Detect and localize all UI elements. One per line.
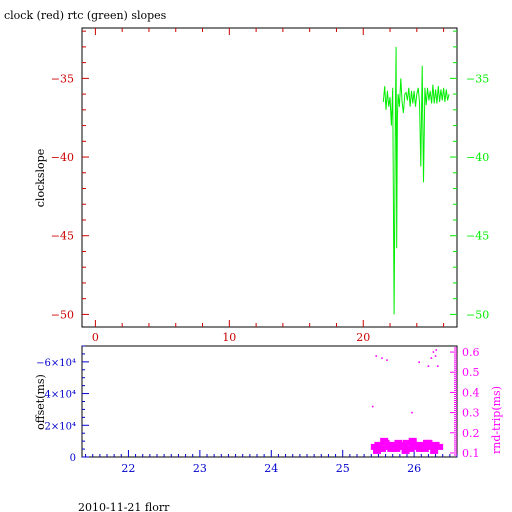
rnd-trip-point <box>378 445 386 452</box>
bottom-y-tick-label: 2×10⁴ <box>45 421 76 432</box>
rnd-trip-point <box>435 349 438 351</box>
bottom-series-group <box>370 349 444 454</box>
rnd-trip-point <box>380 437 389 444</box>
rnd-trip-point <box>403 439 411 446</box>
bottom-y2-axis-label: rnd-trip(ms) <box>490 386 503 454</box>
bottom-x-tick-label: 26 <box>407 462 421 475</box>
rnd-trip-point <box>373 447 381 454</box>
top-y2-tick-label: −50 <box>466 308 489 321</box>
bottom-y2-tick-label: 0.4 <box>462 386 480 399</box>
rnd-trip-point <box>411 411 413 414</box>
top-series-group <box>382 46 450 315</box>
top-x-tick-label: 20 <box>356 331 370 344</box>
top-axis-ticks: 0 10 20 −35 −35 −40 −40 −45 −45 −50 −50 <box>51 28 489 344</box>
rnd-trip-point <box>430 447 439 454</box>
rnd-trip-point <box>399 443 408 450</box>
top-plot-frame <box>81 27 458 328</box>
rnd-trip-point <box>388 441 397 448</box>
bottom-y-tick-label: 0 <box>70 453 76 464</box>
rnd-trip-point <box>434 355 437 357</box>
top-y2-tick-label: −35 <box>466 72 489 85</box>
rnd-trip-point <box>394 439 403 446</box>
top-y2-tick-label: −40 <box>466 151 489 164</box>
top-y-tick-label: −45 <box>51 230 74 243</box>
chart-title: clock (red) rtc (green) slopes <box>4 9 167 22</box>
rnd-trip-point <box>418 361 420 363</box>
bottom-axis-ticks: 22 23 24 25 26 0 2×10⁴ 4×10⁴ −6×10⁴ 0.1 0.2 0.3 0.4 0… <box>36 345 480 475</box>
rnd-trip-point <box>374 441 383 448</box>
bottom-y2-tick-label: 0.5 <box>462 366 480 379</box>
rtc-slope-series-line <box>382 46 450 315</box>
rnd-trip-point <box>417 441 426 448</box>
top-x-tick-label: 10 <box>222 331 236 344</box>
rnd-trip-point <box>386 359 388 361</box>
top-y-tick-label: −50 <box>51 308 74 321</box>
rnd-trip-point <box>427 365 430 367</box>
bottom-panel: 22 23 24 25 26 0 2×10⁴ 4×10⁴ −6×10⁴ 0.1 0.2 0.3 0.4 0… <box>34 345 503 475</box>
rnd-trip-point <box>420 445 429 452</box>
rnd-trip-point <box>387 445 396 452</box>
top-y-tick-label: −35 <box>51 72 74 85</box>
top-y-axis-label: clockslope <box>34 149 47 207</box>
rnd-trip-point <box>401 447 410 454</box>
top-y-tick-label: −40 <box>51 151 74 164</box>
rnd-trip-point <box>415 445 424 452</box>
rnd-trip-point <box>381 357 383 359</box>
rnd-trip-point <box>375 355 378 357</box>
rnd-trip-point <box>392 445 401 452</box>
rnd-trip-point <box>430 357 433 359</box>
bottom-y2-tick-label: 0.2 <box>462 427 480 440</box>
bottom-y-axis-label: offset(ms) <box>34 374 47 430</box>
top-y2-tick-label: −45 <box>466 230 489 243</box>
bottom-y2-tick-label: 0.1 <box>462 447 480 460</box>
top-x-tick-label: 0 <box>92 331 99 344</box>
rnd-trip-point <box>436 365 439 367</box>
rnd-trip-point <box>432 351 435 353</box>
bottom-x-tick-label: 24 <box>264 462 278 475</box>
bottom-x-tick-label: 22 <box>121 462 135 475</box>
rnd-trip-point <box>371 405 374 408</box>
rnd-trip-point <box>423 439 431 446</box>
bottom-y-tick-label: −6×10⁴ <box>36 358 76 369</box>
footer-label: 2010-11-21 florr <box>78 501 170 512</box>
bottom-x-tick-label: 23 <box>193 462 207 475</box>
rnd-trip-point <box>406 445 415 452</box>
bottom-y2-tick-label: 0.6 <box>462 346 480 359</box>
bottom-y2-tick-label: 0.3 <box>462 407 480 420</box>
rnd-trip-point <box>408 437 417 444</box>
rnd-trip-point <box>435 443 444 450</box>
top-panel: 0 10 20 −35 −35 −40 −40 −45 −45 −50 −50 clockslope <box>34 27 489 344</box>
bottom-x-tick-label: 25 <box>336 462 350 475</box>
bottom-y-tick-label: 4×10⁴ <box>45 390 76 401</box>
